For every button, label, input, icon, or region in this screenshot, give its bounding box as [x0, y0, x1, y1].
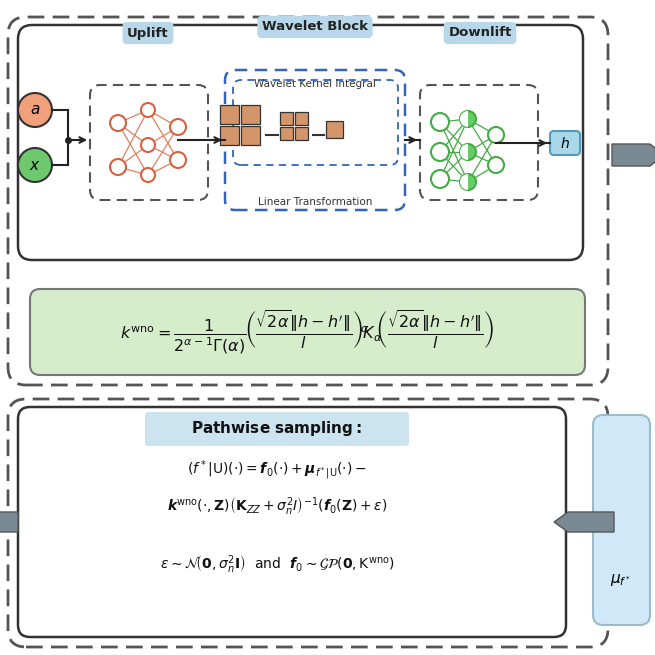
- FancyBboxPatch shape: [8, 399, 608, 647]
- Circle shape: [141, 168, 155, 182]
- Bar: [220, 126, 239, 145]
- Text: $\boldsymbol{k}^{\rm wno}(\cdot,\mathbf{Z})\left(\mathbf{K}_{ZZ}+\sigma_n^2 I\ri: $\boldsymbol{k}^{\rm wno}(\cdot,\mathbf{…: [167, 496, 387, 518]
- FancyBboxPatch shape: [18, 407, 566, 637]
- Circle shape: [110, 115, 126, 131]
- FancyArrow shape: [554, 512, 614, 532]
- Circle shape: [110, 159, 126, 175]
- Bar: [220, 105, 239, 124]
- FancyBboxPatch shape: [420, 85, 538, 200]
- Bar: [295, 127, 308, 140]
- Circle shape: [141, 103, 155, 117]
- FancyBboxPatch shape: [30, 289, 585, 375]
- Bar: [295, 112, 308, 125]
- Circle shape: [141, 138, 155, 152]
- FancyBboxPatch shape: [593, 415, 650, 625]
- Bar: [280, 127, 293, 140]
- Circle shape: [170, 119, 186, 135]
- Circle shape: [431, 113, 449, 131]
- Circle shape: [431, 143, 449, 161]
- Bar: [326, 121, 343, 138]
- Bar: [280, 112, 293, 125]
- Circle shape: [18, 148, 52, 182]
- Text: Uplift: Uplift: [127, 26, 169, 39]
- Circle shape: [460, 111, 476, 127]
- Text: $a$: $a$: [30, 102, 40, 117]
- FancyArrow shape: [612, 144, 655, 166]
- Bar: [241, 126, 260, 145]
- Wedge shape: [460, 144, 468, 160]
- Text: Wavelet Block: Wavelet Block: [262, 20, 368, 33]
- Text: $h$: $h$: [560, 136, 570, 151]
- Circle shape: [18, 93, 52, 127]
- Circle shape: [488, 157, 504, 173]
- FancyBboxPatch shape: [233, 80, 398, 165]
- Circle shape: [170, 152, 186, 168]
- Bar: [241, 105, 260, 124]
- Text: Wavelet Kernel Integral: Wavelet Kernel Integral: [254, 79, 376, 89]
- FancyBboxPatch shape: [8, 17, 608, 385]
- FancyBboxPatch shape: [225, 70, 405, 210]
- FancyBboxPatch shape: [90, 85, 208, 200]
- Text: $\epsilon \sim \mathcal{N}\!\left(\boldsymbol{0},\sigma_n^2\mathbf{I}\right)\ \ : $\epsilon \sim \mathcal{N}\!\left(\bolds…: [160, 554, 394, 576]
- Circle shape: [488, 127, 504, 143]
- Text: $\mu_{f^*}$: $\mu_{f^*}$: [610, 572, 631, 588]
- FancyBboxPatch shape: [18, 25, 583, 260]
- FancyBboxPatch shape: [145, 412, 409, 446]
- FancyArrow shape: [0, 512, 18, 532]
- Wedge shape: [460, 111, 468, 127]
- FancyBboxPatch shape: [550, 131, 580, 155]
- Text: $(f^*|\mathrm{U})(\cdot) = \boldsymbol{f}_0(\cdot) + \boldsymbol{\mu}_{f^*|\math: $(f^*|\mathrm{U})(\cdot) = \boldsymbol{f…: [187, 458, 367, 481]
- Text: Downlift: Downlift: [448, 26, 512, 39]
- Text: $x$: $x$: [29, 157, 41, 172]
- Circle shape: [460, 144, 476, 160]
- Wedge shape: [460, 174, 468, 190]
- Text: Linear Transformation: Linear Transformation: [258, 197, 372, 207]
- Circle shape: [460, 174, 476, 190]
- Text: $\mathbf{Pathwise\ sampling:}$: $\mathbf{Pathwise\ sampling:}$: [191, 419, 363, 438]
- Text: $k^{\rm wno}=\dfrac{1}{2^{\alpha-1}\Gamma(\alpha)}\!\left(\dfrac{\sqrt{2\alpha}\: $k^{\rm wno}=\dfrac{1}{2^{\alpha-1}\Gamm…: [120, 308, 495, 356]
- Circle shape: [431, 170, 449, 188]
